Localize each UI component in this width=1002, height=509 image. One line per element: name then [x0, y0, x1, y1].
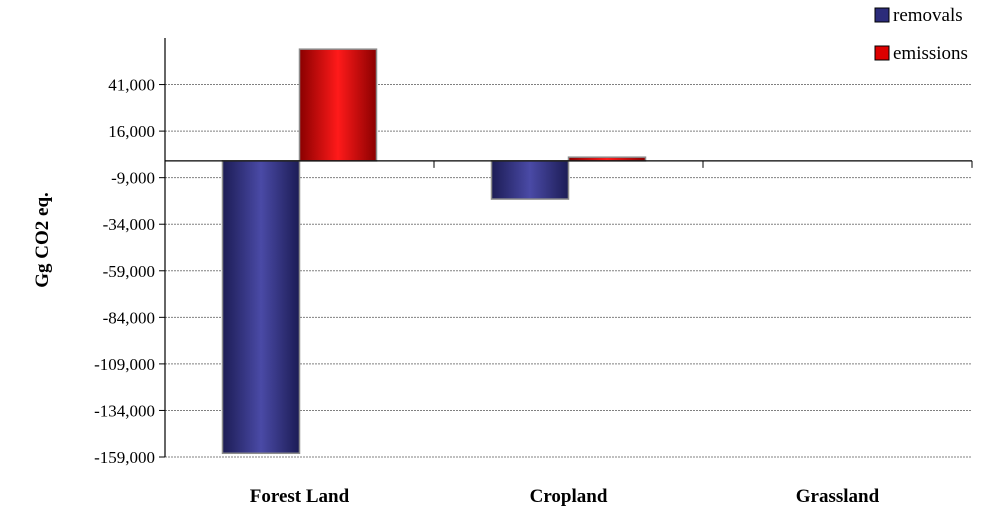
y-tick-labels: 41,000 16,000 -9,000 -34,000 -59,000 -84,000 -…	[94, 76, 155, 467]
gridlines	[165, 84, 972, 458]
bar-emissions	[298, 48, 378, 162]
y-tick-label: 16,000	[108, 122, 155, 141]
y-tick-label: 41,000	[108, 76, 155, 95]
legend-swatch	[874, 7, 890, 23]
legend: removals emissions	[874, 5, 968, 64]
y-tick-label: -109,000	[94, 355, 155, 374]
bar-removals	[221, 160, 301, 455]
axes	[159, 38, 973, 458]
y-tick-label: -134,000	[94, 401, 155, 420]
legend-label: removals	[893, 5, 963, 26]
category-label: Grassland	[796, 486, 880, 507]
legend-label: emissions	[893, 43, 968, 64]
y-axis-label: Gg CO2 eq.	[32, 192, 53, 288]
y-tick-label: -34,000	[103, 215, 155, 234]
bars	[221, 48, 647, 455]
category-label: Forest Land	[250, 486, 350, 507]
y-tick-label: -59,000	[103, 262, 155, 281]
y-tick-label: -159,000	[94, 448, 155, 467]
category-label: Cropland	[530, 486, 608, 507]
category-labels: Forest Land Cropland Grassland	[250, 486, 880, 507]
y-tick-label: -84,000	[103, 308, 155, 327]
y-tick-label: -9,000	[111, 169, 155, 188]
legend-swatch	[874, 45, 890, 61]
bar-removals	[490, 160, 570, 200]
